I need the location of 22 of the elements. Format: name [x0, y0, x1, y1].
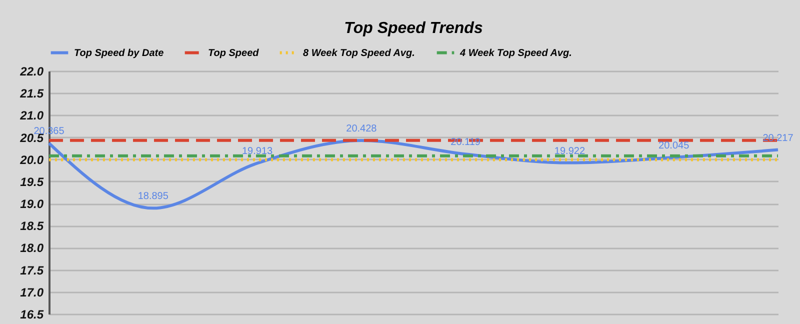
chart-title: Top Speed Trends: [344, 20, 483, 37]
y-tick-label: 17.5: [20, 263, 44, 278]
y-tick-label: 20.0: [19, 152, 44, 167]
data-label: 20.045: [658, 140, 690, 152]
legend-label: Top Speed by Date: [74, 48, 164, 59]
data-label: 18.895: [138, 191, 169, 202]
data-label: 19.922: [554, 146, 586, 157]
y-tick-label: 21.0: [19, 108, 44, 123]
y-tick-label: 22.0: [19, 64, 44, 78]
y-tick-label: 18.0: [20, 241, 44, 256]
data-label: 19.913: [242, 146, 274, 158]
data-label: 20.217: [762, 132, 794, 144]
legend-label: 8 Week Top Speed Avg.: [303, 48, 415, 59]
y-tick-label: 17.0: [20, 285, 44, 300]
legend-label: Top Speed: [208, 48, 260, 59]
y-tick-label: 19.5: [20, 174, 44, 189]
y-tick-label: 18.5: [20, 219, 44, 234]
y-tick-label: 19.0: [20, 197, 44, 212]
y-tick-label: 16.5: [20, 308, 44, 322]
data-label: 20.428: [346, 123, 378, 134]
legend-label: 4 Week Top Speed Avg.: [459, 48, 572, 59]
y-tick-label: 21.5: [19, 86, 44, 101]
